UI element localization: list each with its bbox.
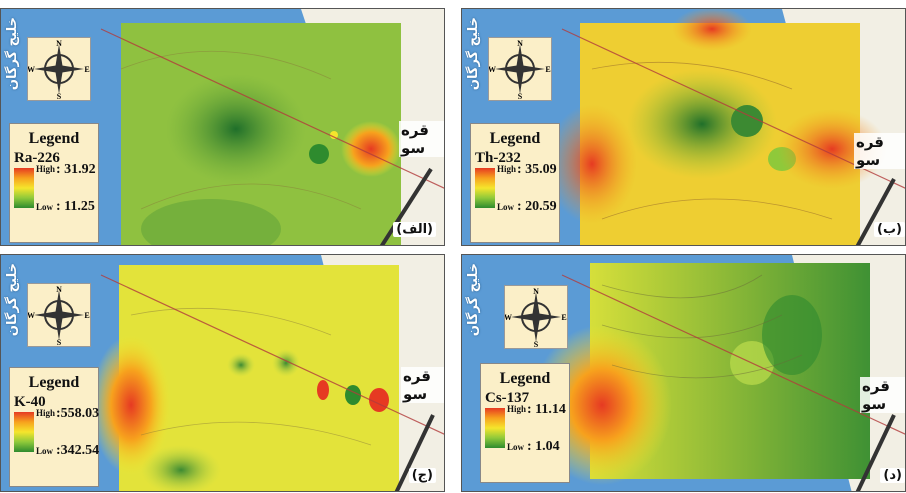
panel-tag: (د): [880, 468, 905, 483]
map-panel-ra226: خلیج گرگان N S E W Legend Ra-226 High : …: [0, 8, 445, 246]
compass-s: S: [57, 92, 62, 101]
compass-w: W: [27, 65, 35, 74]
interpolation-map: [1, 9, 444, 245]
low-value: : 1.04: [527, 439, 560, 454]
color-ramp: [475, 168, 495, 208]
legend: Legend Th-232 High : 35.09 Low : 20.59: [470, 123, 560, 243]
compass-e: E: [561, 313, 566, 322]
panel-tag: (ب): [874, 222, 905, 237]
compass-rose-icon: N S E W: [504, 285, 568, 349]
high-value: : 35.09: [517, 162, 557, 177]
high-value: : 31.92: [56, 162, 96, 177]
color-ramp: [14, 168, 34, 208]
town-label: قره سو: [860, 377, 905, 413]
legend: Legend Cs-137 High : 11.14 Low : 1.04: [480, 363, 570, 483]
compass-e: E: [545, 65, 550, 74]
sea-label: خلیج گرگان: [5, 263, 20, 337]
legend-variable: Th-232: [475, 150, 521, 166]
sea-label: خلیج گرگان: [5, 17, 20, 91]
compass-s: S: [534, 340, 539, 349]
legend-title: Legend: [499, 370, 551, 387]
legend-title: Legend: [489, 130, 541, 147]
low-label: Low: [36, 446, 54, 456]
high-label: High: [507, 404, 527, 414]
map-panel-th232: خلیج گرگان N S E W Legend Th-232 High : …: [461, 8, 906, 246]
low-value: : 20.59: [517, 199, 557, 214]
legend-title: Legend: [28, 130, 80, 147]
panel-tag: (ج): [408, 468, 436, 483]
sea-label: خلیج گرگان: [466, 17, 481, 91]
compass-rose-icon: N S E W: [27, 37, 91, 101]
compass-s: S: [518, 92, 523, 101]
low-label: Low: [507, 442, 525, 452]
town-label: قره سو: [854, 133, 905, 169]
map-panel-k40: خلیج گرگان N S E W Legend K-40 High :558…: [0, 254, 445, 492]
compass-rose-icon: N S E W: [27, 283, 91, 347]
low-label: Low: [497, 202, 515, 212]
color-ramp: [14, 412, 34, 452]
compass-n: N: [533, 287, 539, 296]
map-panel-cs137: خلیج گرگان N S E W Legend Cs-137 High : …: [461, 254, 906, 492]
high-label: High: [36, 164, 56, 174]
compass-n: N: [517, 39, 523, 48]
low-label: Low: [36, 202, 54, 212]
legend-variable: Ra-226: [14, 150, 60, 166]
legend-variable: K-40: [14, 394, 46, 410]
compass-rose-icon: N S E W: [488, 37, 552, 101]
town-label: قره سو: [401, 367, 444, 403]
legend: Legend Ra-226 High : 31.92 Low : 11.25: [9, 123, 99, 243]
compass-e: E: [84, 311, 89, 320]
compass-s: S: [57, 338, 62, 347]
compass-n: N: [56, 285, 62, 294]
compass-e: E: [84, 65, 89, 74]
high-value: :558.03: [56, 406, 100, 421]
legend-title: Legend: [28, 374, 80, 391]
panel-tag: (الف): [393, 222, 436, 237]
compass-w: W: [504, 313, 512, 322]
high-label: High: [497, 164, 517, 174]
town-label: قره سو: [399, 121, 444, 157]
legend-variable: Cs-137: [485, 390, 530, 406]
low-value: : 11.25: [56, 199, 95, 214]
sea-label: خلیج گرگان: [466, 263, 481, 337]
legend: Legend K-40 High :558.03 Low :342.54: [9, 367, 99, 487]
high-label: High: [36, 408, 56, 418]
high-value: : 11.14: [527, 402, 566, 417]
low-value: :342.54: [56, 443, 100, 458]
compass-w: W: [488, 65, 496, 74]
compass-w: W: [27, 311, 35, 320]
interpolation-map: [462, 9, 905, 245]
color-ramp: [485, 408, 505, 448]
compass-n: N: [56, 39, 62, 48]
